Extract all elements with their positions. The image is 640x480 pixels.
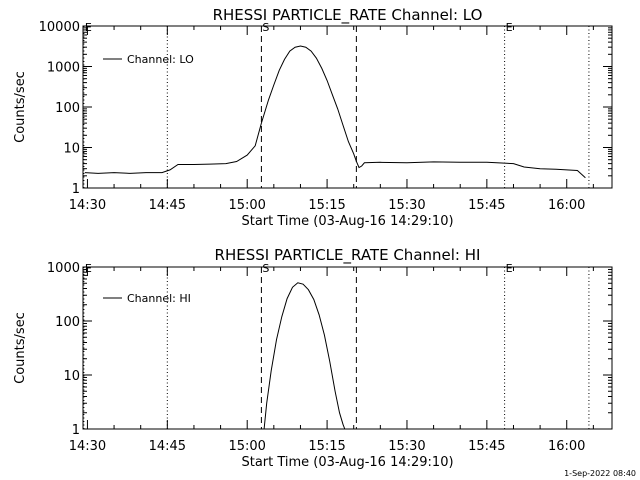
y-tick-label: 10 [63,142,80,157]
y-tick-label: 1000 [47,261,80,276]
chart-title: RHESSI PARTICLE_RATE Channel: LO [213,6,483,25]
x-tick-label: 15:00 [228,439,265,454]
x-tick-label: 16:00 [548,439,585,454]
legend-label: Channel: LO [127,53,194,66]
event-marker-label: E [506,262,513,275]
event-marker-label: E [85,262,92,275]
plot-frame [82,266,613,430]
y-axis-label: Counts/sec [13,312,28,384]
x-tick-label: 14:30 [69,198,106,213]
x-tick-label: 15:15 [308,439,345,454]
x-tick-label: 15:45 [468,439,505,454]
chart-title: RHESSI PARTICLE_RATE Channel: HI [215,246,481,265]
x-tick-label: 15:45 [468,198,505,213]
legend-label: Channel: HI [127,292,191,305]
event-marker-label: E [85,21,92,34]
x-tick-label: 15:30 [388,198,425,213]
y-tick-label: 1000 [47,61,80,76]
x-tick-label: 15:15 [308,198,345,213]
footer-timestamp: 1-Sep-2022 08:40 [564,469,636,478]
chart-panel-1: RHESSI PARTICLE_RATE Channel: HI Counts/s… [13,246,613,470]
y-tick-label: 1 [72,423,80,438]
y-tick-label: 100 [55,315,80,330]
event-marker-label: E [506,21,513,34]
x-tick-label: 15:30 [388,439,425,454]
y-tick-label: 10 [63,369,80,384]
series-line [263,282,346,430]
x-tick-label: 14:45 [149,439,186,454]
series-line [84,45,586,179]
y-tick-label: 100 [55,101,80,116]
x-axis-label: Start Time (03-Aug-16 14:29:10) [241,214,453,229]
y-tick-label: 10000 [39,20,80,35]
chart-panel-0: RHESSI PARTICLE_RATE Channel: LO Counts/s… [13,6,613,229]
y-axis-label: Counts/sec [13,71,28,143]
x-tick-label: 16:00 [548,198,585,213]
y-tick-label: 1 [72,182,80,197]
event-marker-label: S [262,262,269,275]
x-tick-label: 14:45 [149,198,186,213]
plot-frame [82,25,613,189]
event-marker-label: S [262,21,269,34]
x-axis-label: Start Time (03-Aug-16 14:29:10) [241,455,453,470]
x-tick-label: 15:00 [228,198,265,213]
x-tick-label: 14:30 [69,439,106,454]
